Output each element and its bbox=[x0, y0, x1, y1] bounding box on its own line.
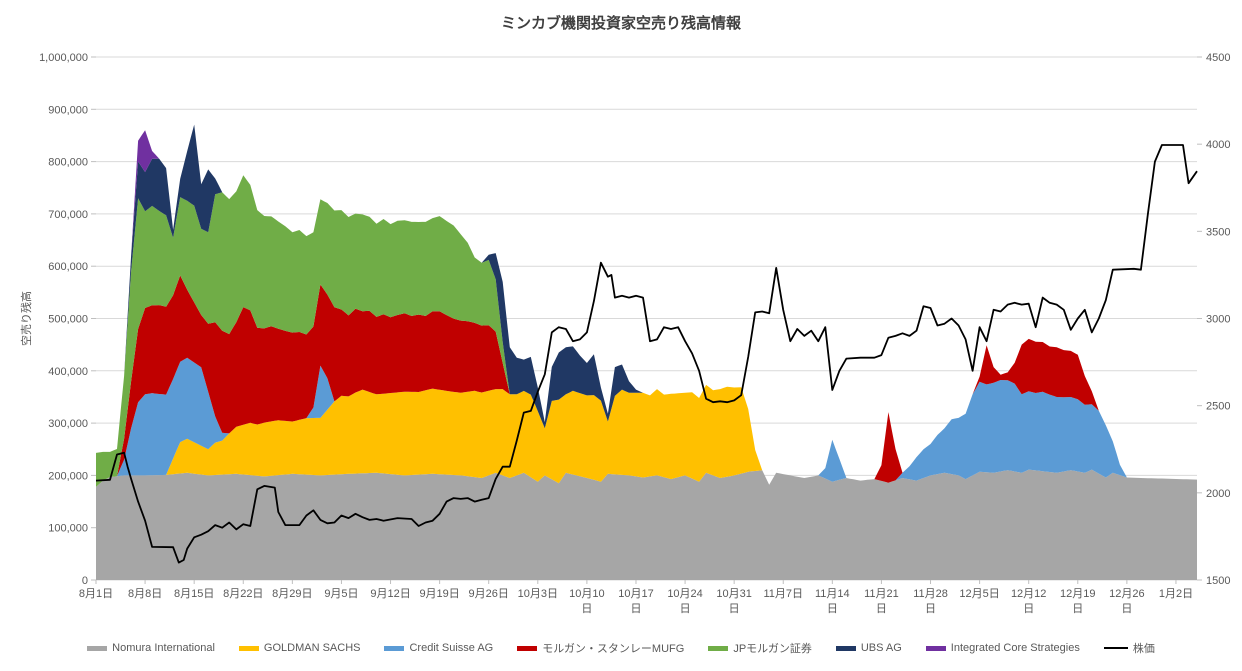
x-axis-tick-label: 10月10 bbox=[569, 588, 604, 600]
left-axis-tick-label: 100,000 bbox=[48, 523, 88, 535]
x-axis-tick-label: 1月2日 bbox=[1159, 588, 1193, 600]
right-axis-tick-label: 4500 bbox=[1206, 52, 1230, 64]
area-nomura bbox=[96, 469, 1197, 580]
left-axis-tick-label: 200,000 bbox=[48, 470, 88, 482]
left-axis-tick-label: 400,000 bbox=[48, 366, 88, 378]
x-axis-tick-label: 日 bbox=[581, 603, 592, 615]
x-axis-tick-label: 10月3日 bbox=[518, 588, 558, 600]
right-axis-tick-label: 3000 bbox=[1206, 314, 1230, 326]
x-axis-tick-label: 9月5日 bbox=[324, 588, 358, 600]
area-goldman bbox=[96, 384, 1197, 487]
chart-legend: Nomura International GOLDMAN SACHS Credit … bbox=[0, 640, 1242, 656]
x-axis-tick-label: 8月22日 bbox=[223, 588, 263, 600]
right-axis-tick-label: 2000 bbox=[1206, 488, 1230, 500]
x-axis-tick-label: 11月28 bbox=[913, 588, 948, 600]
x-axis-tick-label: 10月17 bbox=[618, 588, 653, 600]
x-axis-tick-label: 11月21 bbox=[864, 588, 899, 600]
right-axis-tick-label: 3500 bbox=[1206, 226, 1230, 238]
legend-item-credit-suisse: Credit Suisse AG bbox=[384, 642, 493, 654]
x-axis-tick-label: 10月31 bbox=[716, 588, 751, 600]
legend-label-morgan-stanley: モルガン・スタンレーMUFG bbox=[542, 643, 685, 655]
legend-swatch-credit-suisse bbox=[384, 645, 405, 651]
legend-swatch-ubs bbox=[835, 645, 856, 651]
x-axis-tick-label: 12月5日 bbox=[959, 588, 999, 600]
x-axis-tick-label: 8月1日 bbox=[79, 588, 113, 600]
legend-item-goldman: GOLDMAN SACHS bbox=[238, 642, 361, 654]
area-morgan-stanley bbox=[96, 275, 1197, 487]
price-line bbox=[95, 144, 1198, 564]
legend-swatch-nomura bbox=[87, 645, 108, 651]
x-axis-tick-label: 8月29日 bbox=[272, 588, 312, 600]
x-axis-tick-label: 日 bbox=[925, 603, 936, 615]
left-axis-tick-label: 700,000 bbox=[48, 209, 88, 221]
x-axis-tick-label: 日 bbox=[729, 603, 740, 615]
x-axis-tick-label: 日 bbox=[1121, 603, 1132, 615]
x-axis-tick-label: 11月7日 bbox=[763, 588, 803, 600]
left-axis-tick-label: 500,000 bbox=[48, 314, 88, 326]
left-axis-tick-label: 900,000 bbox=[48, 104, 88, 116]
x-axis-tick-label: 8月8日 bbox=[128, 588, 162, 600]
x-axis-tick-label: 12月19 bbox=[1060, 588, 1095, 600]
x-axis-tick-label: 9月12日 bbox=[370, 588, 410, 600]
x-axis-tick-label: 12月12 bbox=[1011, 588, 1046, 600]
legend-label-goldman: GOLDMAN SACHS bbox=[263, 642, 361, 654]
legend-label-credit-suisse: Credit Suisse AG bbox=[409, 642, 494, 654]
x-axis-tick-label: 日 bbox=[680, 603, 691, 615]
legend-item-ubs: UBS AG bbox=[835, 642, 902, 654]
legend-swatch-morgan-stanley bbox=[517, 645, 538, 651]
x-axis-tick-label: 10月24 bbox=[667, 588, 702, 600]
right-axis-tick-label: 1500 bbox=[1206, 575, 1230, 587]
x-axis-tick-label: 11月14 bbox=[815, 588, 850, 600]
area-credit-suisse bbox=[96, 357, 1197, 487]
x-axis-tick-label: 日 bbox=[1072, 603, 1083, 615]
left-axis-tick-label: 0 bbox=[82, 575, 88, 587]
left-axis-tick-label: 800,000 bbox=[48, 157, 88, 169]
x-axis-tick-label: 9月26日 bbox=[469, 588, 509, 600]
left-axis-tick-label: 600,000 bbox=[48, 261, 88, 273]
left-axis-tick-label: 1,000,000 bbox=[39, 52, 88, 64]
x-axis-tick-label: 8月15日 bbox=[174, 588, 214, 600]
right-axis-tick-label: 2500 bbox=[1206, 401, 1230, 413]
left-axis-tick-label: 300,000 bbox=[48, 418, 88, 430]
right-axis-tick-label: 4000 bbox=[1206, 139, 1230, 151]
x-axis-tick-label: 日 bbox=[630, 603, 641, 615]
x-axis-tick-label: 日 bbox=[876, 603, 887, 615]
x-axis-tick-label: 日 bbox=[827, 603, 838, 615]
legend-label-nomura: Nomura International bbox=[112, 642, 215, 654]
legend-label-ubs: UBS AG bbox=[860, 642, 902, 654]
x-axis-tick-label: 9月19日 bbox=[419, 588, 459, 600]
area-jpmorgan bbox=[96, 175, 1197, 487]
legend-swatch-goldman bbox=[238, 645, 259, 651]
legend-swatch-price bbox=[1103, 647, 1128, 649]
legend-item-nomura: Nomura International bbox=[87, 642, 215, 654]
legend-swatch-jpmorgan bbox=[708, 645, 729, 651]
legend-item-morgan-stanley: モルガン・スタンレーMUFG bbox=[517, 640, 684, 656]
x-axis-tick-label: 日 bbox=[1023, 603, 1034, 615]
legend-label-price: 株価 bbox=[1132, 643, 1155, 655]
legend-item-jpmorgan: JPモルガン証券 bbox=[708, 640, 812, 656]
left-axis-title: 空売り残高 bbox=[19, 291, 33, 346]
legend-item-price: 株価 bbox=[1103, 640, 1155, 656]
x-axis-tick-label: 12月26 bbox=[1109, 588, 1144, 600]
legend-item-ics: Integrated Core Strategies bbox=[925, 642, 1080, 654]
chart-title: ミンカブ機関投資家空売り残高情報 bbox=[500, 15, 741, 32]
legend-swatch-ics bbox=[925, 645, 946, 651]
legend-label-ics: Integrated Core Strategies bbox=[950, 642, 1080, 654]
legend-label-jpmorgan: JPモルガン証券 bbox=[733, 643, 812, 655]
